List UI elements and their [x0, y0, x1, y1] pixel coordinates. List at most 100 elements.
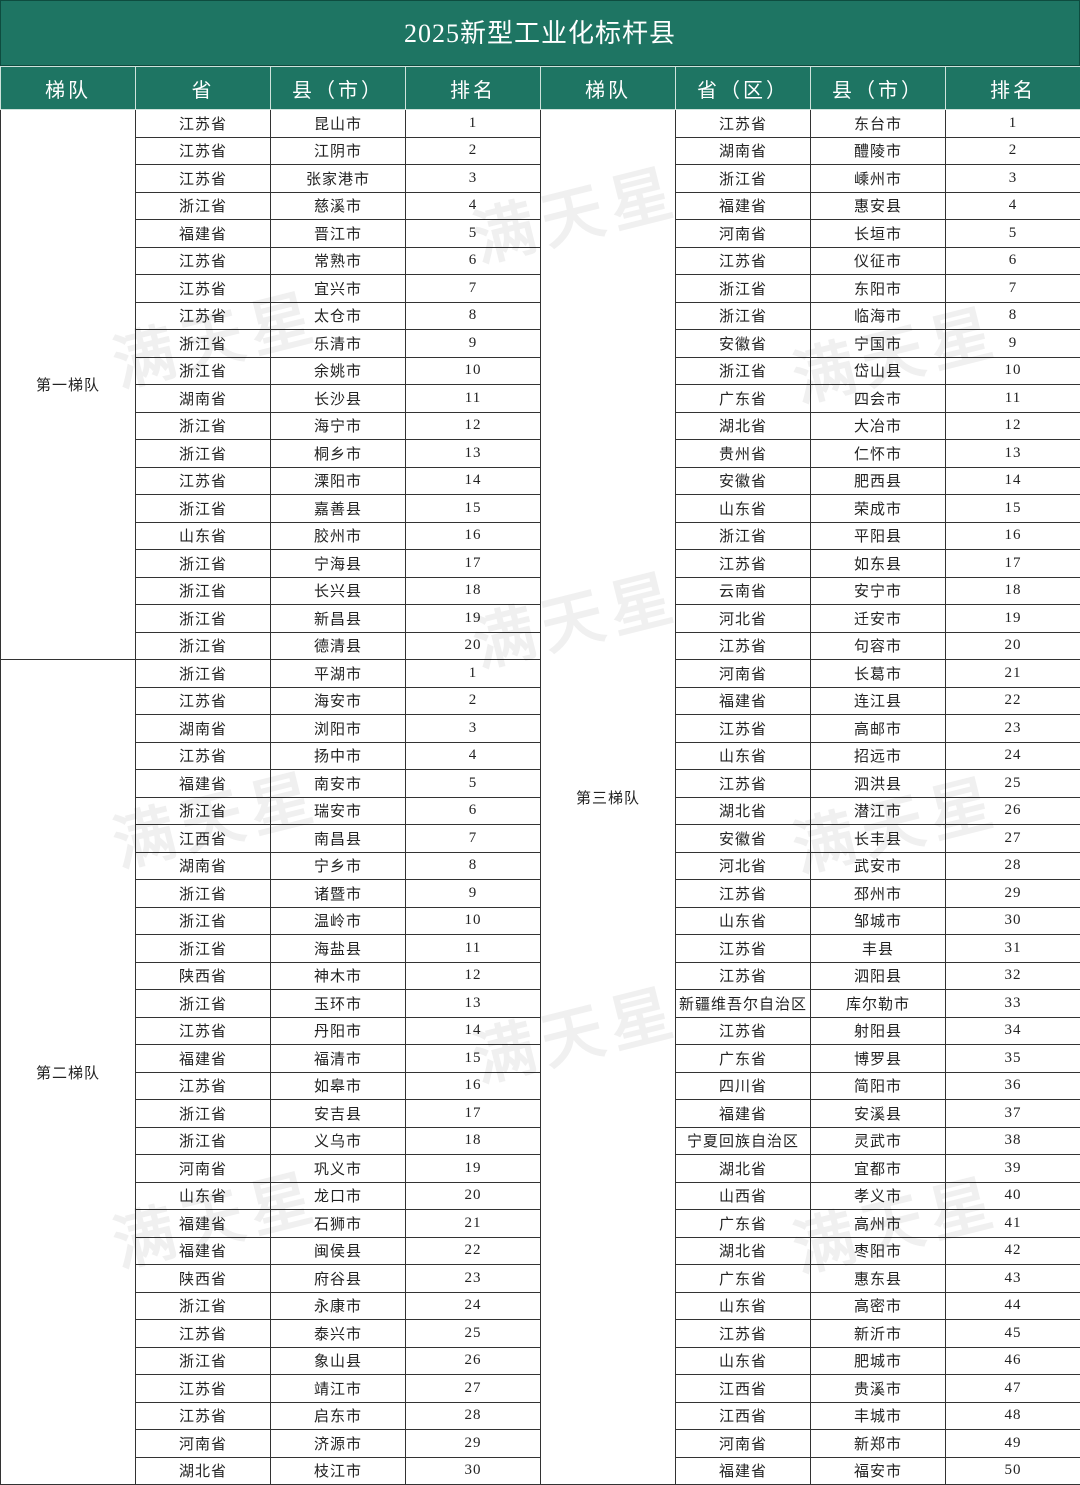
rank-cell: 14	[946, 467, 1080, 495]
rank-cell: 46	[946, 1347, 1080, 1375]
province-cell: 山东省	[676, 742, 811, 770]
rank-cell: 15	[946, 495, 1080, 523]
province-cell: 安徽省	[676, 467, 811, 495]
rank-cell: 16	[406, 522, 541, 550]
province-cell: 江苏省	[136, 137, 271, 165]
rank-cell: 23	[406, 1265, 541, 1293]
province-cell: 云南省	[676, 577, 811, 605]
province-cell: 江苏省	[136, 110, 271, 138]
rank-cell: 18	[946, 577, 1080, 605]
column-header: 省	[136, 67, 271, 110]
rank-cell: 19	[946, 605, 1080, 633]
province-cell: 江西省	[676, 1402, 811, 1430]
county-cell: 大冶市	[811, 412, 946, 440]
rank-cell: 2	[406, 137, 541, 165]
province-cell: 江苏省	[136, 1072, 271, 1100]
rank-cell: 17	[406, 550, 541, 578]
rank-cell: 48	[946, 1402, 1080, 1430]
county-cell: 仁怀市	[811, 440, 946, 468]
rank-cell: 4	[406, 742, 541, 770]
province-cell: 浙江省	[136, 990, 271, 1018]
province-cell: 山西省	[676, 1182, 811, 1210]
rank-cell: 11	[946, 385, 1080, 413]
province-cell: 江苏省	[676, 110, 811, 138]
rank-cell: 9	[406, 330, 541, 358]
province-cell: 江苏省	[136, 687, 271, 715]
county-cell: 平湖市	[271, 660, 406, 688]
province-cell: 福建省	[136, 220, 271, 248]
county-cell: 丰城市	[811, 1402, 946, 1430]
rank-cell: 2	[406, 687, 541, 715]
column-header: 梯队	[1, 67, 136, 110]
rank-cell: 2	[946, 137, 1080, 165]
province-cell: 福建省	[676, 1100, 811, 1128]
county-cell: 泗阳县	[811, 962, 946, 990]
province-cell: 江苏省	[136, 302, 271, 330]
county-cell: 灵武市	[811, 1127, 946, 1155]
county-cell: 东台市	[811, 110, 946, 138]
rank-cell: 9	[946, 330, 1080, 358]
county-cell: 温岭市	[271, 907, 406, 935]
county-cell: 高州市	[811, 1210, 946, 1238]
rank-cell: 13	[406, 990, 541, 1018]
county-cell: 惠安县	[811, 192, 946, 220]
county-cell: 南昌县	[271, 825, 406, 853]
rank-cell: 12	[406, 412, 541, 440]
rank-cell: 31	[946, 935, 1080, 963]
province-cell: 江苏省	[136, 275, 271, 303]
province-cell: 湖北省	[676, 1155, 811, 1183]
province-cell: 福建省	[676, 192, 811, 220]
county-cell: 宁海县	[271, 550, 406, 578]
province-cell: 浙江省	[136, 605, 271, 633]
province-cell: 湖北省	[676, 1237, 811, 1265]
rank-cell: 7	[946, 275, 1080, 303]
rank-cell: 33	[946, 990, 1080, 1018]
rank-cell: 35	[946, 1045, 1080, 1073]
rank-cell: 14	[406, 467, 541, 495]
column-header: 县（市）	[271, 67, 406, 110]
county-cell: 肥西县	[811, 467, 946, 495]
rank-cell: 10	[406, 357, 541, 385]
county-cell: 靖江市	[271, 1375, 406, 1403]
rank-cell: 40	[946, 1182, 1080, 1210]
county-cell: 安溪县	[811, 1100, 946, 1128]
tier-cell: 第三梯队	[541, 110, 676, 1485]
county-cell: 府谷县	[271, 1265, 406, 1293]
county-cell: 嘉善县	[271, 495, 406, 523]
county-cell: 丹阳市	[271, 1017, 406, 1045]
province-cell: 浙江省	[136, 330, 271, 358]
county-cell: 迁安市	[811, 605, 946, 633]
rank-cell: 8	[946, 302, 1080, 330]
province-cell: 江苏省	[676, 962, 811, 990]
county-cell: 射阳县	[811, 1017, 946, 1045]
rank-cell: 5	[406, 220, 541, 248]
county-cell: 连江县	[811, 687, 946, 715]
rank-cell: 26	[406, 1347, 541, 1375]
province-cell: 广东省	[676, 1265, 811, 1293]
province-cell: 河南省	[676, 220, 811, 248]
rank-cell: 17	[946, 550, 1080, 578]
column-header: 省（区）	[676, 67, 811, 110]
county-cell: 博罗县	[811, 1045, 946, 1073]
county-cell: 慈溪市	[271, 192, 406, 220]
rank-cell: 32	[946, 962, 1080, 990]
county-cell: 潜江市	[811, 797, 946, 825]
rank-cell: 22	[406, 1237, 541, 1265]
province-cell: 浙江省	[136, 440, 271, 468]
province-cell: 山东省	[676, 1292, 811, 1320]
